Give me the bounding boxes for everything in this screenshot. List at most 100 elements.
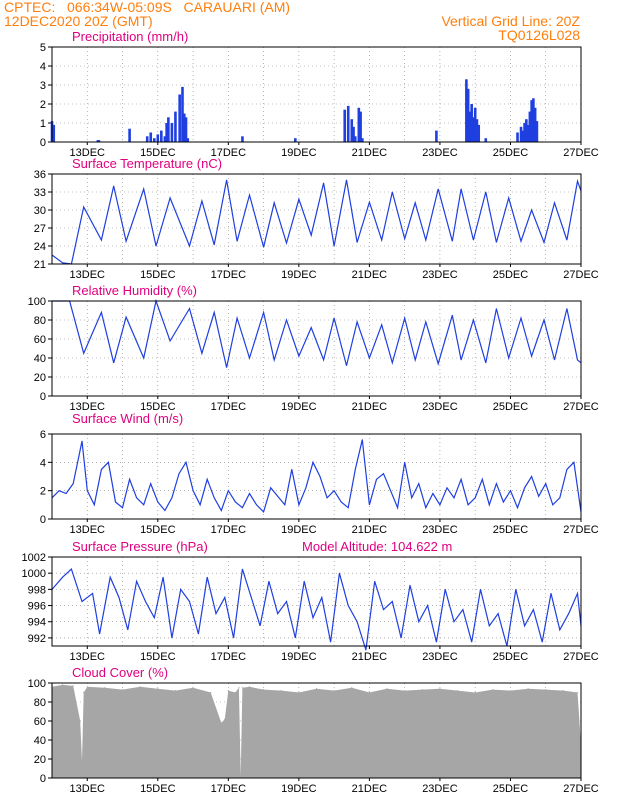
series-point	[226, 367, 227, 368]
precip-bar	[470, 104, 473, 142]
series-point	[333, 490, 335, 492]
panel-frame	[51, 433, 582, 520]
series-point	[524, 487, 525, 489]
cloud-point	[298, 691, 300, 694]
cloud-point	[234, 691, 236, 694]
series-point	[485, 362, 487, 364]
y-tick-label: 0	[40, 391, 46, 403]
series-point	[93, 504, 95, 506]
series-point	[488, 625, 490, 627]
series-point	[381, 324, 383, 326]
panel-2: Relative Humidity (%) 0 20 40 60 80 100 13DEC 15…	[28, 283, 599, 413]
precip-bar	[353, 136, 357, 142]
precip-bar	[535, 121, 539, 142]
series-line	[52, 298, 582, 368]
cloud-point	[86, 686, 88, 688]
series-point	[155, 245, 157, 247]
y-tick-label: 4	[40, 457, 46, 469]
x-tick-label: 23DEC	[422, 269, 458, 281]
series-point	[354, 469, 356, 470]
series-point	[125, 240, 127, 242]
series-point	[510, 490, 511, 492]
series-point	[312, 617, 314, 619]
series-point	[115, 501, 116, 503]
y-tick-label: 100	[28, 678, 46, 690]
series-point	[125, 316, 127, 318]
precip-bar	[359, 111, 362, 142]
cloud-point	[509, 690, 512, 692]
x-tick-label: 21DEC	[352, 524, 388, 536]
series-point	[361, 439, 363, 441]
x-tick-label: 27DEC	[563, 651, 599, 663]
cloud-point	[421, 689, 423, 691]
series-point	[554, 202, 555, 204]
cloud-point	[368, 691, 370, 694]
y-tick-label: 80	[34, 697, 46, 709]
series-point	[220, 510, 222, 511]
cloud-point	[241, 687, 244, 689]
header-right: Vertical Grid Line: 20Z TQ0126L028	[441, 14, 580, 42]
series-point	[249, 493, 250, 494]
x-tick-label: 23DEC	[422, 783, 458, 795]
series-line	[51, 439, 582, 514]
precip-bar	[343, 109, 347, 142]
y-tick-label: 40	[34, 353, 46, 365]
series-point	[58, 490, 60, 492]
series-point	[453, 621, 455, 623]
precip-bar	[145, 136, 149, 142]
precip-bar	[530, 100, 533, 142]
y-tick-label: 992	[28, 633, 46, 645]
series-point	[404, 317, 406, 319]
series-point	[171, 497, 173, 499]
x-tick-label: 13DEC	[70, 401, 106, 413]
series-point	[566, 469, 568, 470]
y-tick-label: 0	[40, 773, 46, 785]
x-tick-label: 15DEC	[140, 524, 176, 536]
panel-0: Precipitation (mm/h) 0 1 2 3 4 5 13DEC 15DEC 17DE…	[40, 29, 599, 159]
series-point	[263, 511, 264, 513]
series-point	[418, 483, 420, 484]
precip-bar	[526, 124, 530, 142]
cloud-point	[139, 686, 141, 688]
precip-bar	[346, 105, 350, 142]
series-point	[473, 319, 474, 321]
series-point	[213, 497, 215, 499]
cloud-point	[83, 691, 85, 694]
series-point	[550, 593, 552, 594]
series-point	[242, 568, 243, 570]
cloud-point	[238, 687, 240, 689]
series-point	[129, 478, 130, 480]
series-point	[268, 580, 270, 582]
series-point	[62, 262, 63, 264]
x-tick-label: 17DEC	[211, 401, 247, 413]
series-point	[444, 588, 446, 590]
series-point	[113, 185, 115, 187]
series-point	[206, 478, 208, 480]
series-point	[577, 359, 578, 361]
precip-bar	[521, 130, 525, 142]
series-point	[286, 242, 287, 244]
cloud-area	[52, 684, 581, 778]
series-point	[414, 359, 416, 361]
x-tick-label: 25DEC	[493, 651, 529, 663]
y-tick-label: 33	[34, 187, 46, 199]
cloud-point	[240, 775, 242, 777]
series-point	[437, 188, 439, 190]
precip-bar	[152, 138, 156, 142]
precip-bar	[361, 138, 364, 142]
precip-bar	[241, 136, 244, 142]
series-point	[451, 240, 453, 242]
series-point	[508, 197, 510, 199]
series-point	[432, 493, 434, 494]
x-tick-label: 13DEC	[70, 524, 106, 536]
y-tick-label: 20	[34, 754, 46, 766]
series-point	[143, 504, 145, 506]
panel-frame	[51, 556, 582, 647]
series-point	[236, 240, 238, 242]
series-point	[495, 308, 497, 309]
y-tick-label: 21	[34, 259, 46, 271]
series-point	[145, 601, 146, 602]
cloud-point	[248, 686, 251, 688]
y-tick-label: 994	[28, 617, 46, 629]
series-point	[488, 504, 490, 506]
